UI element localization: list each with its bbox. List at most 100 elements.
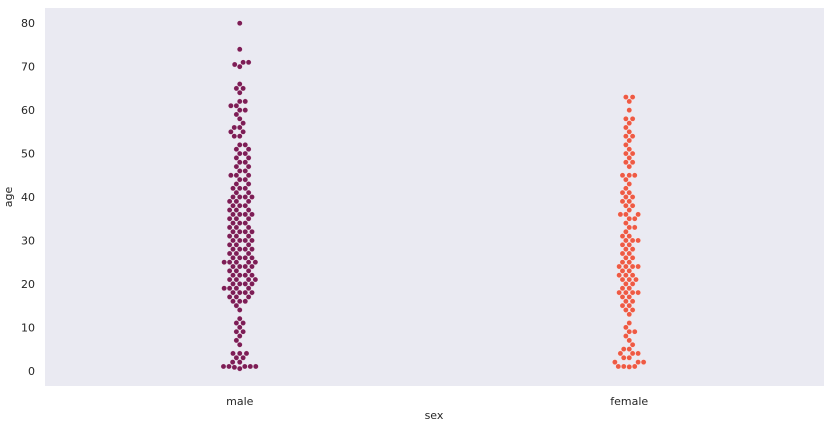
male-point (236, 298, 243, 305)
male-point (240, 120, 246, 126)
male-point (228, 103, 234, 109)
male-point (245, 268, 252, 274)
male-point (236, 289, 243, 296)
female-point (619, 233, 626, 239)
male-point (236, 81, 243, 87)
male-point (240, 59, 246, 66)
male-point (245, 198, 252, 205)
female-point (619, 276, 626, 283)
male-point (236, 307, 243, 313)
male-point (245, 233, 252, 239)
male-point (242, 255, 248, 261)
y-tick-label: 30 (21, 234, 35, 247)
female-point (626, 120, 633, 126)
male-point (249, 246, 255, 252)
female-point (623, 255, 629, 261)
male-point (240, 129, 246, 135)
male-point (228, 172, 234, 179)
male-point (229, 359, 236, 365)
female-point (616, 263, 622, 270)
female-point (629, 298, 636, 305)
female-point (626, 250, 633, 257)
male-point (252, 259, 259, 265)
male-point (226, 233, 233, 239)
female-point (626, 320, 633, 326)
female-point (635, 289, 641, 296)
male-point (230, 298, 236, 305)
y-tick-label: 10 (21, 321, 35, 334)
female-point (632, 224, 638, 231)
female-point (623, 116, 629, 122)
female-point (632, 172, 638, 179)
male-point (226, 276, 233, 283)
male-point (233, 276, 240, 283)
female-point (619, 302, 626, 309)
male-point (233, 172, 240, 179)
male-point (230, 229, 236, 235)
male-point (236, 341, 243, 348)
male-point (240, 85, 246, 92)
female-point (623, 133, 629, 139)
female-point (626, 276, 633, 283)
female-point (623, 176, 629, 183)
x-axis-label: sex (425, 409, 444, 422)
male-point (243, 350, 250, 357)
male-point (236, 159, 243, 165)
male-point (242, 246, 248, 252)
male-point (249, 237, 255, 244)
male-point (245, 146, 252, 152)
y-axis-ticks: 0 10 20 30 40 50 60 70 80 (21, 17, 35, 378)
male-point (242, 363, 248, 370)
male-point (230, 202, 236, 209)
female-point (619, 189, 626, 196)
male-point (242, 211, 248, 218)
male-point (236, 237, 243, 244)
male-point (245, 181, 252, 187)
female-point (629, 263, 636, 270)
data-points (220, 20, 647, 372)
female-point (623, 229, 629, 235)
male-point (245, 59, 252, 66)
female-point (623, 272, 629, 278)
male-point (236, 324, 243, 331)
female-point (623, 124, 629, 131)
male-point (230, 237, 236, 244)
male-point (236, 98, 243, 105)
female-point (621, 346, 627, 352)
female-point (623, 211, 629, 218)
male-point (226, 285, 233, 291)
female-point (623, 94, 629, 100)
male-point (236, 263, 243, 270)
male-point (242, 185, 248, 192)
x-axis-ticks: male female (226, 395, 648, 408)
male-point (245, 294, 252, 300)
male-point (236, 142, 243, 148)
male-point (233, 224, 240, 231)
male-point (252, 276, 259, 283)
male-point (231, 61, 238, 68)
female-point (635, 211, 641, 218)
male-point (245, 163, 252, 170)
male-point (245, 155, 252, 161)
male-point (230, 272, 236, 278)
male-point (226, 363, 232, 370)
male-point (236, 365, 243, 372)
male-point (249, 289, 255, 296)
male-point (242, 281, 248, 287)
male-point (249, 272, 255, 278)
female-point (623, 289, 629, 296)
male-point (221, 259, 227, 265)
female-point (626, 233, 633, 239)
female-point (623, 263, 629, 270)
male-point (236, 272, 243, 278)
y-axis-label: age (2, 187, 15, 208)
female-point (629, 255, 636, 261)
female-point (626, 198, 633, 205)
female-point (619, 268, 626, 274)
female-point (626, 268, 633, 274)
male-point (242, 98, 248, 105)
female-point (632, 215, 638, 222)
female-point (626, 346, 633, 352)
female-point (616, 272, 622, 278)
male-point (242, 194, 248, 200)
